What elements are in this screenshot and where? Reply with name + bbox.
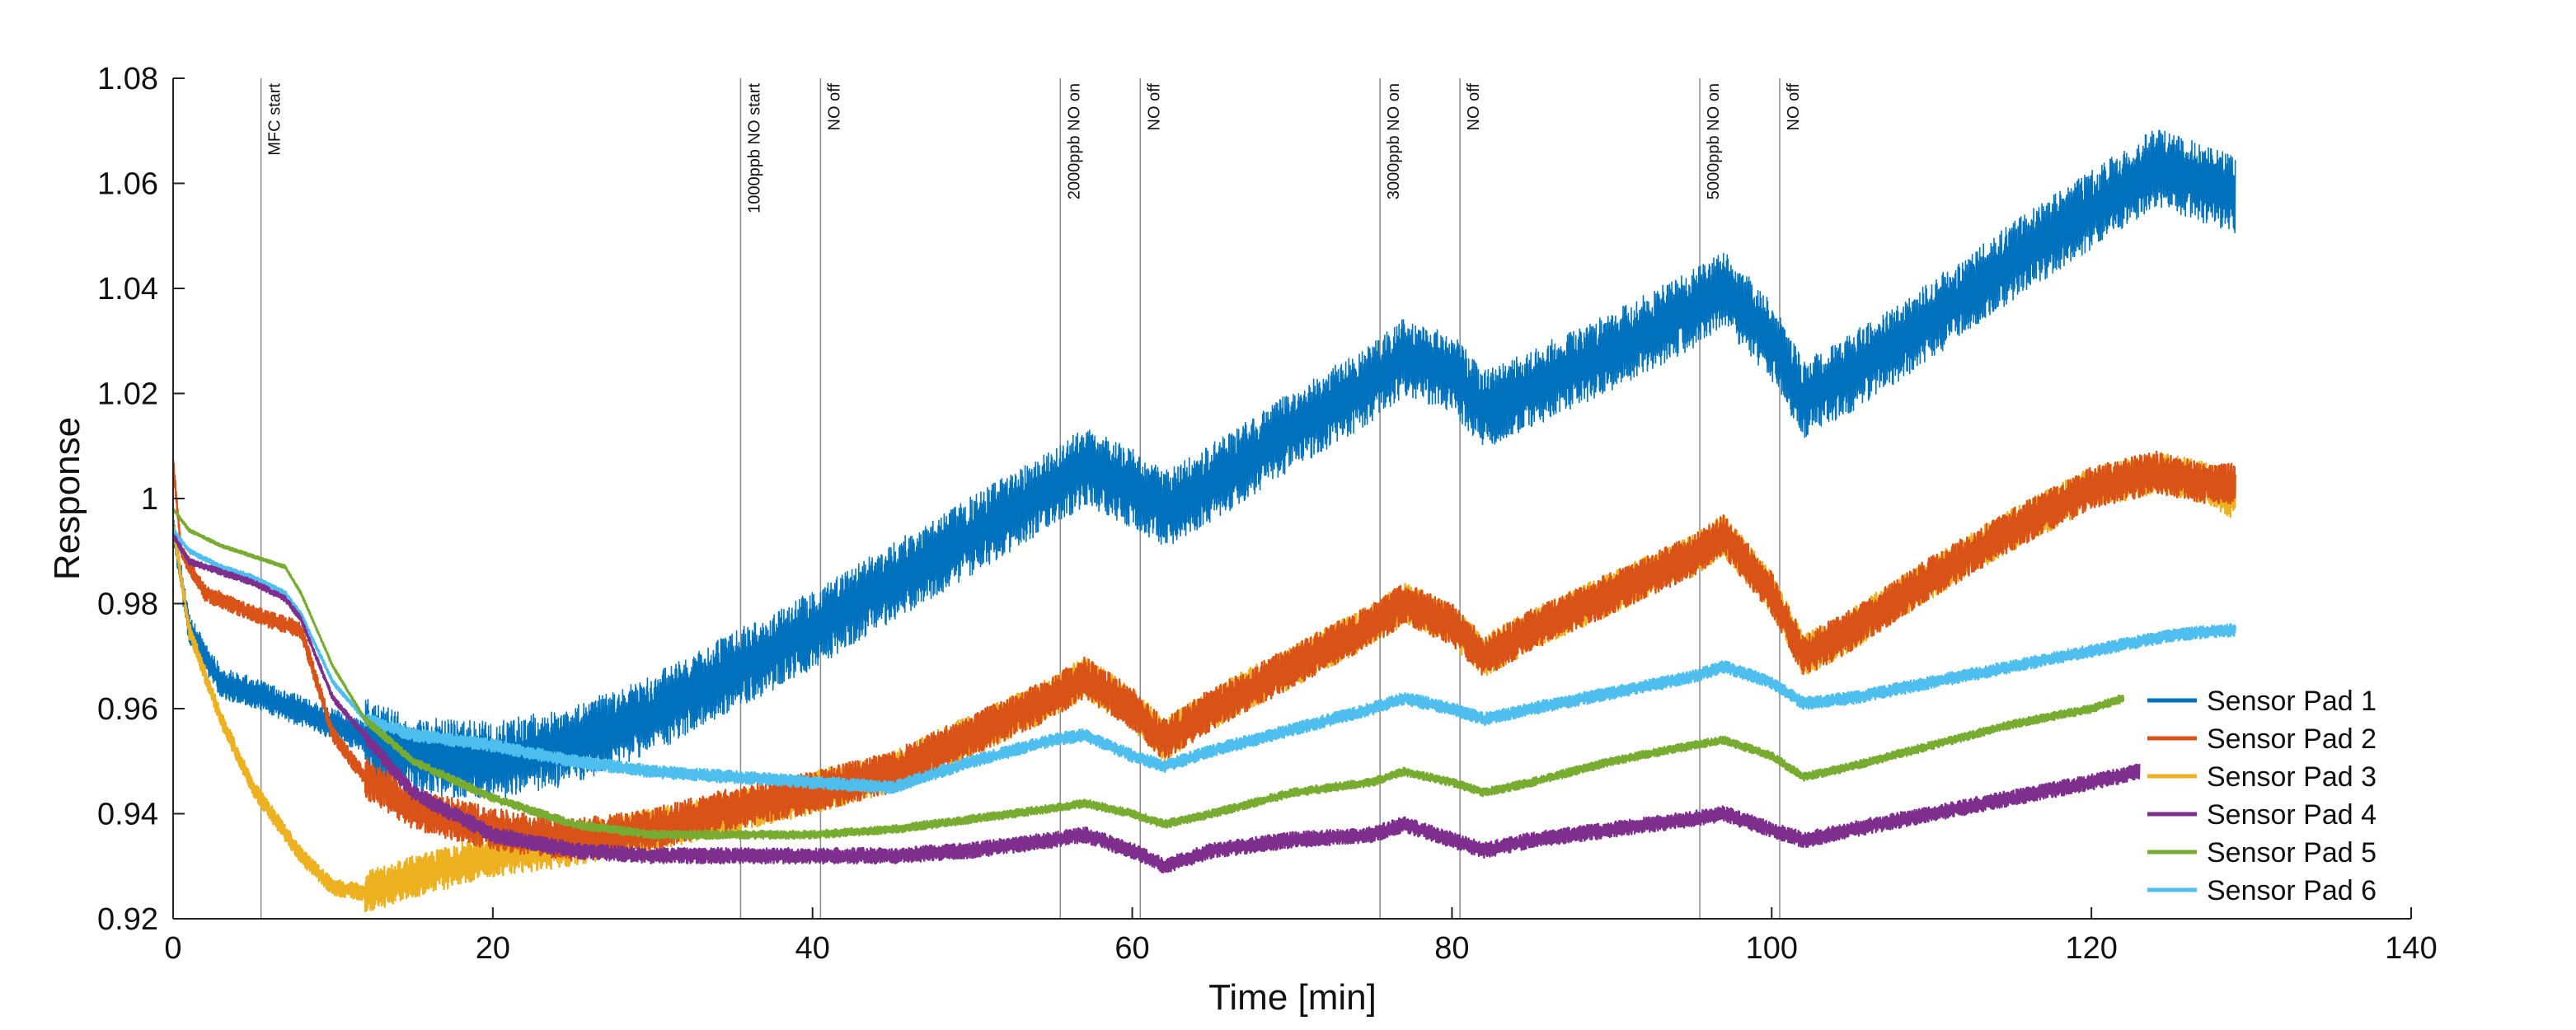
event-label: NO off [1145,83,1163,131]
series-line [172,129,2236,798]
x-ticks: 0 20 40 60 80 100 120 140 [164,907,2438,966]
y-tick-label: 0.92 [97,902,158,937]
event-label: 1000ppb NO start [745,83,763,213]
legend-entry: Sensor Pad 3 [2207,761,2377,793]
y-tick-label: 1.02 [97,377,158,412]
series-line [171,450,2236,862]
event-label: NO off [1785,83,1803,131]
y-tick-label: 0.98 [97,588,158,622]
legend-entry: Sensor Pad 6 [2207,875,2377,906]
series-line [171,508,2125,840]
event-label: 2000ppb NO on [1065,83,1083,199]
legend-entry: Sensor Pad 4 [2207,799,2377,831]
series-line [171,527,2236,794]
y-tick-label: 0.96 [97,692,158,727]
series-line [171,534,2141,873]
x-tick-label: 120 [2065,931,2117,966]
x-axis-label: Time [min] [1208,977,1377,1018]
event-label: MFC start [266,83,284,156]
legend-entry: Sensor Pad 1 [2207,686,2377,717]
y-ticks: 0.92 0.94 0.96 0.98 1 1.02 1.04 1.06 1.08 [97,62,185,937]
event-label: NO off [825,83,843,131]
y-tick-label: 0.94 [97,798,158,832]
x-tick-label: 40 [795,931,830,966]
series-layer [171,129,2236,913]
legend: Sensor Pad 1 Sensor Pad 2 Sensor Pad 3 Sens… [2147,686,2377,906]
event-label: NO off [1465,83,1483,131]
legend-entry: Sensor Pad 5 [2207,837,2377,868]
event-label: 3000ppb NO on [1385,83,1403,199]
y-tick-label: 1.08 [97,62,158,96]
y-axis-label: Response [47,417,87,580]
x-tick-label: 140 [2385,931,2437,966]
x-tick-label: 0 [164,931,181,966]
y-tick-label: 1 [141,482,158,517]
x-tick-label: 60 [1114,931,1149,966]
legend-entry: Sensor Pad 2 [2207,723,2377,755]
x-tick-label: 100 [1746,931,1798,966]
x-tick-label: 80 [1434,931,1469,966]
event-label: 5000ppb NO on [1705,83,1723,199]
x-tick-label: 20 [476,931,510,966]
y-tick-label: 1.06 [97,167,158,202]
y-tick-label: 1.04 [97,272,158,307]
